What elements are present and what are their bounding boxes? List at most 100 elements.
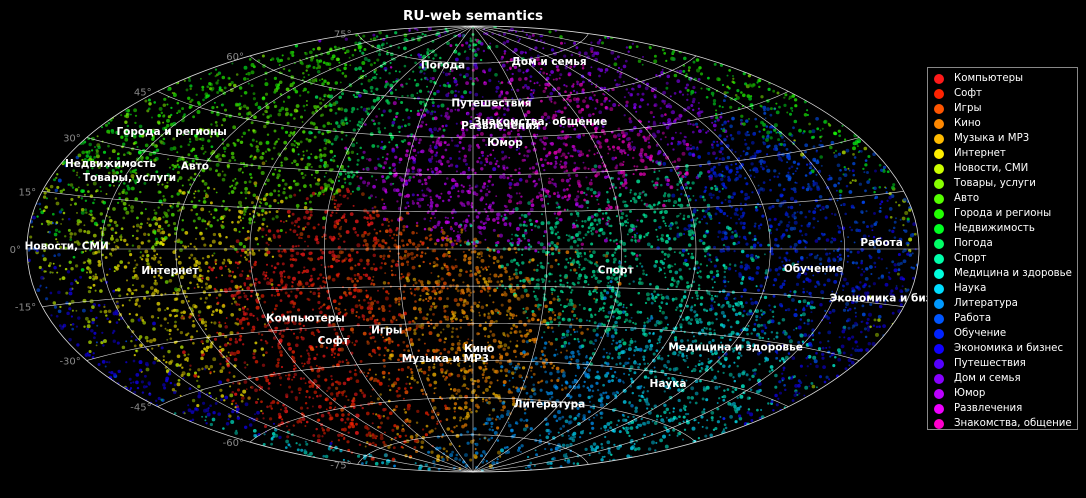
scatter-point [281,262,285,266]
scatter-point [663,403,667,407]
scatter-point [557,235,561,240]
scatter-point [119,235,123,239]
scatter-point [765,153,769,156]
scatter-point [646,420,651,425]
scatter-point [279,383,282,386]
scatter-point [271,157,274,161]
scatter-point [777,223,781,226]
scatter-point [518,200,523,205]
scatter-point [350,311,355,315]
scatter-point [678,69,683,74]
scatter-point [391,148,396,153]
scatter-point [162,121,165,124]
scatter-point [634,409,638,414]
scatter-point [662,420,665,424]
scatter-point [263,324,268,329]
scatter-point [778,172,781,175]
scatter-point [253,181,258,186]
scatter-point [70,267,74,271]
scatter-point [322,454,326,458]
scatter-point [482,376,484,379]
scatter-point [511,372,515,376]
scatter-point [788,167,791,170]
scatter-point [243,165,246,168]
scatter-point [401,428,405,433]
scatter-point [612,103,617,107]
scatter-point [189,281,192,285]
scatter-point [733,404,737,409]
scatter-point [377,289,379,292]
scatter-point [435,151,439,154]
scatter-point [843,173,848,178]
scatter-point [470,319,473,321]
scatter-point [684,86,688,90]
scatter-point [465,41,469,45]
scatter-point [499,356,504,361]
scatter-point [596,198,599,201]
scatter-point [383,354,386,357]
scatter-point [350,150,355,155]
scatter-point [165,379,169,383]
scatter-point [663,52,667,55]
scatter-point [220,123,224,127]
scatter-point [719,248,724,253]
scatter-point [594,348,596,350]
scatter-point [723,121,727,125]
scatter-point [439,420,442,423]
scatter-point [599,399,603,403]
scatter-point [543,346,547,350]
scatter-point [492,149,495,152]
scatter-point [238,230,241,233]
scatter-point [515,192,519,195]
scatter-point [710,186,714,190]
scatter-point [414,316,418,320]
scatter-point [509,340,512,343]
scatter-point [838,336,841,339]
scatter-point [318,404,322,409]
scatter-point [515,182,520,187]
scatter-point [383,431,386,434]
scatter-point [583,253,587,256]
scatter-point [614,186,618,189]
scatter-point [467,190,472,195]
scatter-point [162,383,166,387]
scatter-point [310,274,313,278]
scatter-point [486,315,491,320]
scatter-point [833,154,838,158]
scatter-point [392,446,396,450]
scatter-point [326,389,329,393]
chart-title: RU-web semantics [403,8,543,24]
scatter-point [639,172,643,176]
scatter-point [845,184,849,188]
scatter-point [788,221,791,224]
scatter-point [565,178,570,183]
scatter-point [792,160,797,164]
scatter-point [653,264,657,268]
scatter-point [698,66,702,70]
scatter-point [205,345,210,350]
scatter-point [382,281,387,285]
scatter-point [439,395,442,399]
scatter-point [130,318,135,323]
scatter-point [402,397,405,400]
scatter-point [837,357,842,362]
scatter-point [473,250,477,254]
scatter-point [660,238,665,243]
scatter-point [249,312,253,317]
scatter-point [406,193,410,198]
scatter-point [430,305,433,308]
scatter-point [255,417,259,421]
scatter-point [462,158,467,163]
scatter-point [463,258,467,262]
scatter-point [132,142,136,145]
scatter-point [583,191,586,195]
scatter-point [246,230,250,233]
scatter-point [437,195,442,200]
scatter-point [753,238,757,241]
scatter-point [322,193,325,196]
scatter-point [575,173,579,178]
scatter-point [777,321,781,325]
scatter-point [183,245,187,249]
scatter-point [201,85,205,89]
scatter-point [330,353,334,357]
